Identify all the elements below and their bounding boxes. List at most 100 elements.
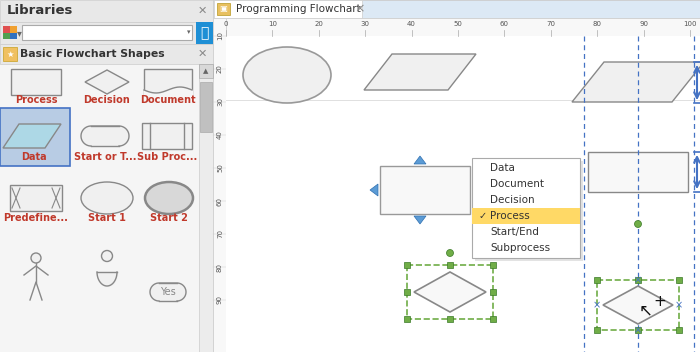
Text: 80: 80 [593, 21, 602, 27]
Text: ⌕: ⌕ [199, 26, 208, 40]
Text: Basic Flowchart Shapes: Basic Flowchart Shapes [20, 49, 164, 59]
Bar [3, 47, 17, 61]
Polygon shape [364, 54, 476, 90]
Text: 40: 40 [217, 131, 223, 139]
Text: Start 2: Start 2 [150, 213, 188, 223]
Bar [588, 152, 688, 192]
Text: ✕: ✕ [197, 6, 206, 16]
Text: Decision: Decision [83, 95, 130, 105]
Ellipse shape [150, 283, 168, 301]
Text: ×: × [593, 300, 601, 310]
Text: 30: 30 [217, 98, 223, 107]
Text: Start 1: Start 1 [88, 213, 126, 223]
Ellipse shape [81, 182, 133, 214]
Text: ↖: ↖ [486, 180, 497, 193]
Bar [472, 158, 580, 258]
Text: ▾: ▾ [188, 29, 190, 35]
Text: 10: 10 [217, 31, 223, 40]
Bar [447, 316, 453, 322]
Bar [217, 3, 230, 15]
Bar [676, 277, 682, 283]
Text: ✕: ✕ [197, 49, 206, 59]
Text: ×: × [355, 2, 365, 15]
FancyBboxPatch shape [91, 126, 119, 146]
Polygon shape [370, 184, 378, 196]
Text: 100: 100 [683, 21, 696, 27]
Polygon shape [414, 216, 426, 224]
Bar [447, 262, 453, 268]
Text: 80: 80 [217, 263, 223, 271]
Bar [404, 316, 410, 322]
Ellipse shape [31, 253, 41, 263]
Bar [475, 161, 583, 261]
Text: ▲: ▲ [203, 68, 209, 74]
Text: Data: Data [21, 152, 47, 162]
Text: ▣: ▣ [219, 5, 227, 13]
Text: 50: 50 [454, 21, 463, 27]
Text: Process: Process [15, 95, 57, 105]
Bar [213, 0, 700, 18]
Bar [594, 327, 600, 333]
Text: Yes: Yes [160, 287, 176, 297]
Text: Sub Proc...: Sub Proc... [137, 152, 197, 162]
Bar [214, 0, 362, 18]
Text: 50: 50 [217, 164, 223, 172]
Bar [144, 69, 192, 95]
Text: Process: Process [490, 211, 530, 221]
Bar [22, 25, 192, 40]
Text: +: + [654, 294, 666, 308]
Ellipse shape [447, 250, 454, 257]
Bar [199, 64, 213, 352]
Bar [635, 277, 641, 283]
Text: 70: 70 [546, 21, 555, 27]
Text: Document: Document [140, 95, 196, 105]
Text: ×: × [634, 275, 642, 285]
Ellipse shape [243, 47, 331, 103]
Polygon shape [85, 70, 129, 94]
Bar [0, 108, 70, 166]
Bar [0, 22, 213, 44]
Bar [635, 327, 641, 333]
Text: Predefine...: Predefine... [4, 213, 69, 223]
FancyBboxPatch shape [159, 283, 177, 301]
Bar [10, 33, 17, 39]
Bar [490, 316, 496, 322]
Bar [490, 289, 496, 295]
Bar [11, 69, 61, 95]
Polygon shape [474, 184, 482, 196]
Text: ↖: ↖ [639, 301, 653, 319]
Bar [3, 33, 10, 39]
Polygon shape [3, 124, 61, 148]
Text: 30: 30 [360, 21, 370, 27]
Bar [0, 44, 213, 64]
Text: 20: 20 [314, 21, 323, 27]
Text: ×: × [675, 300, 683, 310]
Ellipse shape [634, 220, 641, 227]
Bar [226, 18, 700, 36]
Text: 0: 0 [224, 21, 228, 27]
Text: Subprocess: Subprocess [490, 243, 550, 253]
Bar [404, 289, 410, 295]
Bar [472, 208, 580, 224]
Bar [196, 22, 213, 44]
Text: Start or T...: Start or T... [74, 152, 136, 162]
Bar [10, 26, 17, 33]
Text: Decision: Decision [490, 195, 535, 205]
Text: 20: 20 [217, 64, 223, 74]
Text: Programming Flowchart: Programming Flowchart [236, 4, 360, 14]
Text: Libraries: Libraries [7, 5, 74, 18]
Text: ×: × [634, 325, 642, 335]
Polygon shape [603, 286, 673, 324]
Text: ★: ★ [6, 50, 14, 58]
Bar [594, 277, 600, 283]
Text: Data: Data [490, 163, 515, 173]
Text: 60: 60 [500, 21, 509, 27]
Bar [213, 18, 226, 352]
Polygon shape [414, 272, 486, 312]
Text: 70: 70 [217, 230, 223, 239]
Bar [676, 327, 682, 333]
Text: Start/End: Start/End [490, 227, 539, 237]
Text: ✓: ✓ [479, 211, 487, 221]
Bar [10, 185, 62, 211]
Bar [199, 64, 213, 78]
